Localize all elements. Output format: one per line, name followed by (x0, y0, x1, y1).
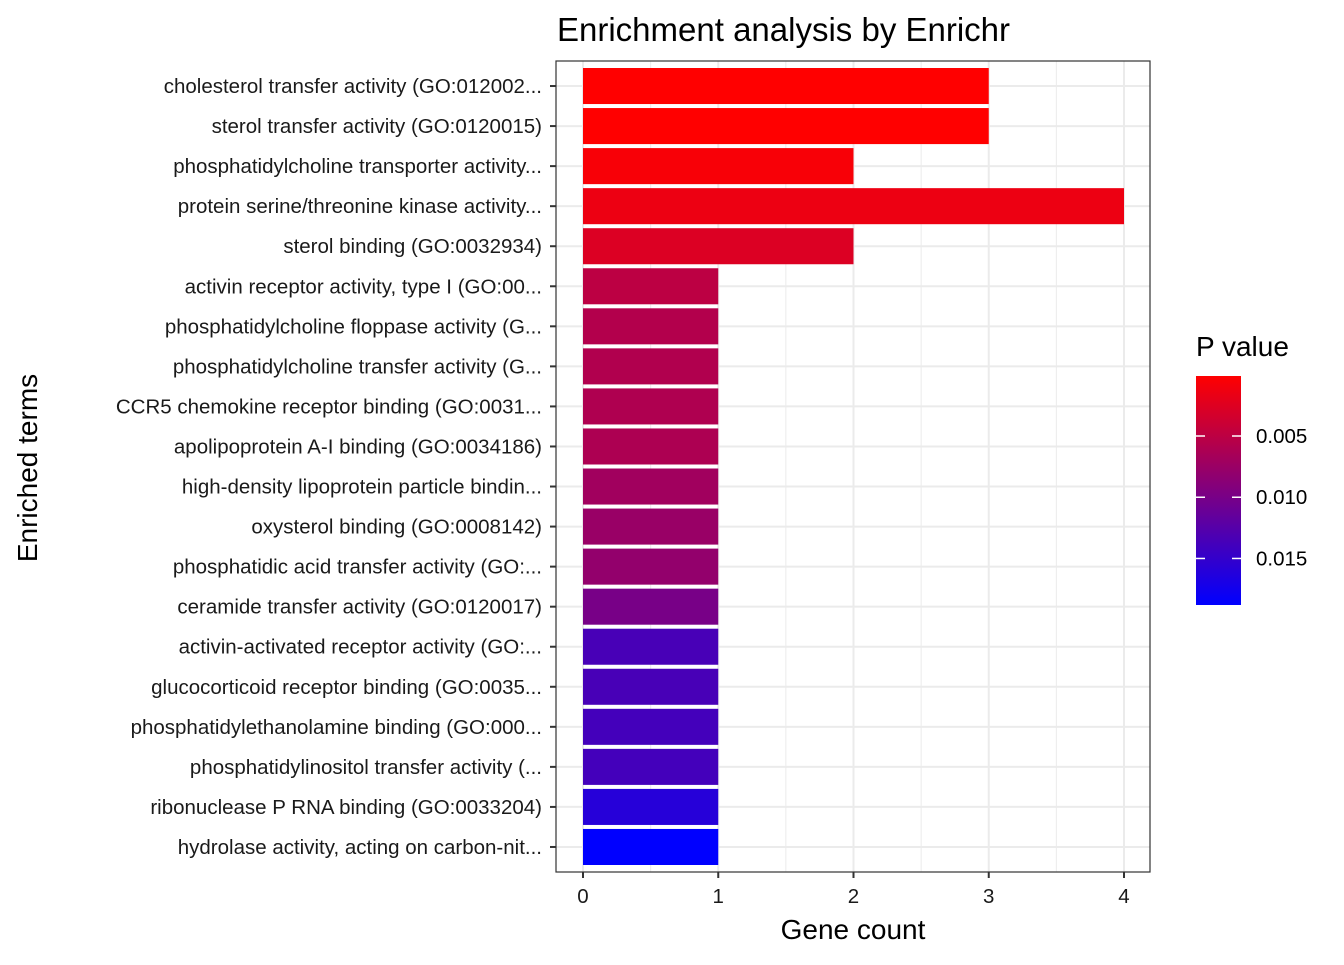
bar (583, 68, 989, 105)
y-tick-label: activin-activated receptor activity (GO:… (179, 636, 542, 659)
bar (583, 428, 719, 465)
y-tick-label: phosphatidylethanolamine binding (GO:000… (131, 716, 542, 739)
legend-tick-label: 0.010 (1256, 486, 1307, 509)
x-axis: 0 1 2 3 4 (577, 872, 1130, 908)
bar (583, 348, 719, 385)
bar (583, 148, 854, 185)
bar (583, 828, 719, 865)
legend-title: P value (1196, 331, 1289, 362)
bar (583, 668, 719, 705)
y-tick-label: phosphatidylcholine transfer activity (G… (173, 355, 542, 378)
legend-tick-label: 0.015 (1256, 547, 1307, 570)
y-tick-label: high-density lipoprotein particle bindin… (182, 476, 542, 499)
bar (583, 228, 854, 265)
y-tick-label: sterol binding (GO:0032934) (283, 235, 542, 258)
legend-colorbar (1196, 376, 1241, 605)
y-axis-label: Enriched terms (12, 374, 43, 562)
bar (583, 308, 719, 345)
bar (583, 708, 719, 745)
y-tick-label: phosphatidylinositol transfer activity (… (190, 756, 542, 779)
bar (583, 788, 719, 825)
y-tick-label: sterol transfer activity (GO:0120015) (212, 115, 542, 138)
y-tick-label: apolipoprotein A-I binding (GO:0034186) (174, 435, 542, 458)
bar (583, 508, 719, 545)
legend-tick-label: 0.005 (1256, 425, 1307, 448)
x-tick-label: 0 (577, 885, 588, 908)
chart-title: Enrichment analysis by Enrichr (557, 11, 1010, 48)
bar (583, 628, 719, 665)
y-tick-label: activin receptor activity, type I (GO:00… (185, 275, 542, 298)
bar (583, 388, 719, 425)
bar (583, 268, 719, 305)
y-tick-label: phosphatidic acid transfer activity (GO:… (173, 556, 542, 579)
y-tick-label: phosphatidylcholine floppase activity (G… (165, 315, 542, 338)
x-tick-label: 4 (1118, 885, 1129, 908)
y-tick-label: hydrolase activity, acting on carbon-nit… (178, 836, 542, 859)
bar-series (583, 68, 1124, 865)
x-tick-label: 2 (848, 885, 859, 908)
bar (583, 188, 1124, 225)
x-tick-label: 1 (713, 885, 724, 908)
y-tick-label: cholesterol transfer activity (GO:012002… (164, 75, 542, 98)
bar (583, 748, 719, 785)
x-axis-label: Gene count (781, 914, 926, 945)
y-tick-label: oxysterol binding (GO:0008142) (251, 516, 542, 539)
bar (583, 108, 989, 145)
bar (583, 468, 719, 505)
y-tick-label: protein serine/threonine kinase activity… (178, 195, 542, 218)
x-tick-label: 3 (983, 885, 994, 908)
bar (583, 588, 719, 625)
y-tick-label: phosphatidylcholine transporter activity… (173, 155, 542, 178)
y-tick-label: glucocorticoid receptor binding (GO:0035… (151, 676, 542, 699)
bar (583, 548, 719, 585)
y-tick-label: CCR5 chemokine receptor binding (GO:0031… (116, 395, 542, 418)
legend-ticks: 0.005 0.010 0.015 (1196, 425, 1307, 570)
y-axis: cholesterol transfer activity (GO:012002… (116, 75, 556, 859)
y-tick-label: ribonuclease P RNA binding (GO:0033204) (150, 796, 542, 819)
y-tick-label: ceramide transfer activity (GO:0120017) (177, 596, 542, 619)
color-legend: P value 0.005 0.010 0.015 (1196, 331, 1307, 605)
